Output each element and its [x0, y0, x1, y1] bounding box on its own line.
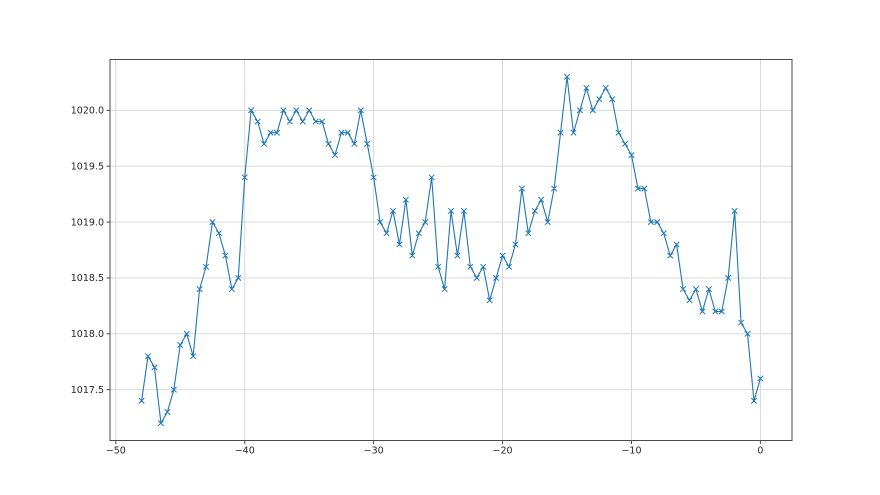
x-tick-label: −30: [364, 446, 384, 457]
y-tick-label: 1018.0: [71, 329, 104, 340]
series-line: [141, 76, 761, 424]
y-tick-label: 1017.5: [71, 385, 104, 396]
data-series: [138, 73, 764, 427]
y-tick-label: 1019.0: [71, 217, 104, 228]
y-tick-label: 1018.5: [71, 273, 104, 284]
plot-frame: [109, 59, 793, 441]
tick-labels: −50 −40 −30 −20 −10 0 1017.5 1018.0 1018.5 1019.0…: [71, 106, 764, 457]
axes: [106, 59, 793, 444]
grid-lines: [110, 59, 792, 441]
y-tick-label: 1020.0: [71, 106, 104, 117]
series-markers: [138, 73, 764, 427]
x-tick-label: −10: [621, 446, 641, 457]
x-tick-label: −50: [106, 446, 126, 457]
x-tick-label: 0: [757, 446, 763, 457]
y-tick-label: 1019.5: [71, 162, 104, 173]
x-tick-label: −40: [235, 446, 255, 457]
x-tick-label: −20: [493, 446, 513, 457]
